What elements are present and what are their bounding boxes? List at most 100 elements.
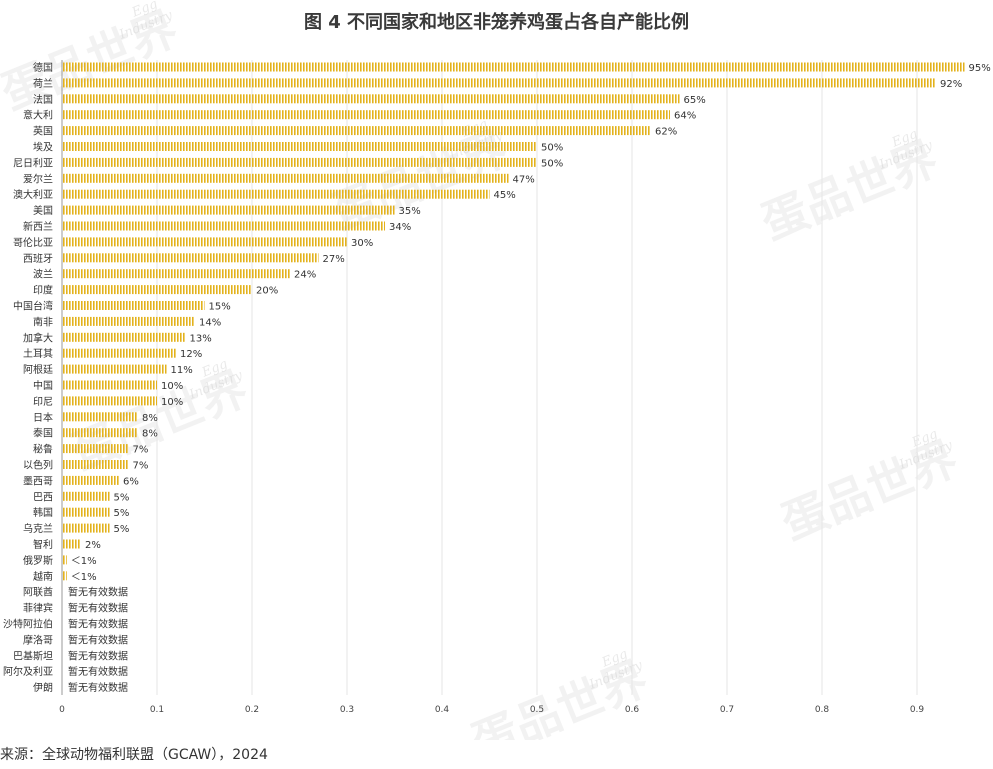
bar [62, 428, 138, 438]
data-label: 5% [114, 508, 130, 519]
data-label: 8% [142, 413, 158, 424]
bar [62, 221, 385, 231]
category-label: 以色列 [23, 459, 53, 472]
category-label: 澳大利亚 [13, 188, 53, 201]
bar [62, 316, 195, 326]
bar [62, 269, 290, 279]
data-label: 62% [655, 127, 677, 138]
data-label: 47% [513, 174, 535, 185]
data-label: 暂无有效数据 [68, 586, 128, 599]
category-label: 智利 [33, 538, 53, 551]
data-label: 45% [494, 190, 516, 201]
bar [62, 110, 670, 120]
category-label: 菲律宾 [23, 602, 53, 615]
x-tick-label: 0.4 [435, 705, 450, 715]
bar [62, 412, 138, 422]
data-label: 30% [351, 238, 373, 249]
bar [62, 444, 129, 454]
data-label: 暂无有效数据 [68, 602, 128, 615]
data-label: 34% [389, 222, 411, 233]
category-label: 巴基斯坦 [13, 649, 53, 662]
bar [62, 142, 537, 151]
data-label: 92% [940, 79, 962, 90]
category-label: 埃及 [33, 141, 53, 154]
bar [62, 205, 395, 215]
data-label: 12% [180, 349, 202, 360]
data-label: ＜1% [71, 556, 97, 567]
category-label: 摩洛哥 [23, 633, 53, 646]
bar [62, 507, 110, 517]
category-label: 土耳其 [23, 347, 53, 360]
category-label: 韩国 [33, 506, 53, 519]
category-label: 爱尔兰 [23, 172, 53, 185]
data-label: 14% [199, 317, 221, 328]
category-label: 阿尔及利亚 [3, 665, 53, 678]
bar-chart: 蛋品世界EggIndustry蛋品世界EggIndustry蛋品世界EggInd… [0, 0, 991, 740]
data-label: 20% [256, 286, 278, 297]
category-label: 阿根廷 [23, 363, 53, 376]
x-tick-label: 0.5 [530, 705, 544, 715]
category-label: 巴西 [33, 491, 53, 503]
data-label: 6% [123, 476, 139, 487]
bar [62, 126, 651, 136]
category-label: 沙特阿拉伯 [3, 618, 53, 631]
x-tick-label: 0.9 [910, 705, 925, 715]
category-label: 中国 [33, 379, 53, 392]
bar [62, 157, 537, 167]
x-tick-label: 0.6 [625, 705, 640, 715]
data-label: 暂无有效数据 [68, 681, 128, 694]
data-label: 24% [294, 270, 316, 281]
category-label: 乌克兰 [23, 522, 53, 535]
data-label: 15% [209, 302, 231, 313]
category-label: 俄罗斯 [23, 554, 53, 567]
data-label: 10% [161, 397, 183, 408]
category-label: 印度 [33, 284, 53, 297]
category-label: 波兰 [33, 268, 53, 281]
category-label: 墨西哥 [23, 475, 53, 487]
category-label: 荷兰 [33, 77, 53, 90]
bar [62, 94, 680, 104]
data-label: ＜1% [71, 572, 97, 583]
bar [62, 380, 157, 390]
x-tick-label: 0.7 [720, 705, 734, 715]
data-label: 暂无有效数据 [68, 665, 128, 678]
bar [62, 571, 67, 581]
category-label: 泰国 [33, 427, 53, 440]
data-label: 7% [133, 461, 149, 472]
data-label: 65% [684, 95, 706, 106]
chart-title: 图 4 不同国家和地区非笼养鸡蛋占各自产能比例 [303, 12, 690, 33]
bars-group [62, 62, 965, 581]
category-label: 新西兰 [23, 220, 53, 233]
bar [62, 285, 252, 295]
category-label: 秘鲁 [33, 443, 53, 456]
bar [62, 173, 509, 183]
x-tick-labels: 0 0.1 0.2 0.3 0.4 0.5 0.6 0.7 0.8 0.9 [59, 705, 924, 715]
bar [62, 301, 205, 310]
data-label: 11% [171, 365, 193, 376]
category-label: 哥伦比亚 [13, 236, 53, 249]
category-label: 伊朗 [33, 682, 53, 694]
data-label: 8% [142, 429, 158, 440]
bar [62, 460, 129, 469]
category-label: 美国 [33, 204, 53, 217]
data-label: 5% [114, 492, 130, 503]
category-label: 越南 [33, 570, 53, 583]
data-label: 暂无有效数据 [68, 649, 128, 662]
bar [62, 78, 936, 88]
bar [62, 555, 67, 565]
data-label: 64% [674, 111, 696, 122]
category-label: 印尼 [33, 396, 53, 408]
bar [62, 253, 319, 263]
data-label: 暂无有效数据 [68, 618, 128, 631]
bar [62, 491, 110, 501]
category-labels: 德国荷兰法国意大利英国埃及尼日利亚爱尔兰澳大利亚美国新西兰哥伦比亚西班牙波兰印度… [3, 61, 53, 694]
bar [62, 523, 110, 533]
bar [62, 396, 157, 406]
x-tick-label: 0 [59, 705, 65, 715]
bar [62, 332, 186, 342]
category-label: 德国 [33, 61, 53, 74]
data-label: 5% [114, 524, 130, 535]
category-label: 阿联酋 [23, 586, 53, 599]
data-label: 2% [85, 540, 101, 551]
